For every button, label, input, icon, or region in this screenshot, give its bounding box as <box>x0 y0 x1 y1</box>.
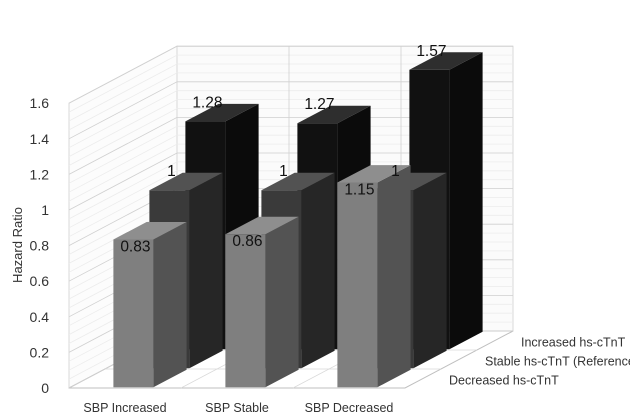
y-tick-label: 0.8 <box>30 238 50 254</box>
y-tick-label: 0.2 <box>30 344 50 360</box>
bar-side <box>189 172 223 369</box>
y-tick-label: 0 <box>41 380 49 396</box>
y-tick-label: 1.2 <box>30 166 50 182</box>
y-tick-label: 1 <box>41 202 49 218</box>
bar <box>113 222 187 388</box>
data-label: 1 <box>167 163 176 180</box>
data-label: 1.28 <box>192 94 222 111</box>
series-label: Decreased hs-cTnT <box>449 374 559 388</box>
chart-bars <box>113 52 483 388</box>
data-labels: 1.28 1.27 1.57 1 1 1 0.83 0.86 1.15 <box>120 43 446 256</box>
bar-side <box>449 52 483 350</box>
category-label: SBP Decreased <box>305 401 394 415</box>
bar-top <box>409 52 483 70</box>
data-label: 1 <box>391 163 400 180</box>
data-label: 1.27 <box>304 96 334 113</box>
series-depth-labels: Decreased hs-cTnT Stable hs-cTnT (Referen… <box>449 336 630 388</box>
series-label: Increased hs-cTnT <box>521 336 626 350</box>
bar-front <box>225 234 266 388</box>
bar-top <box>337 165 411 183</box>
bar-side <box>377 165 411 388</box>
bar-top <box>225 216 299 235</box>
bar-top <box>297 105 371 124</box>
data-label: 0.83 <box>120 239 150 256</box>
y-tick-label: 1.4 <box>30 131 50 147</box>
category-label: SBP Increased <box>83 401 166 415</box>
y-tick-label: 0.6 <box>30 273 50 289</box>
bar-front <box>337 182 378 388</box>
bar <box>337 165 411 388</box>
y-axis-ticks: 0 0.2 0.4 0.6 0.8 1 1.2 1.4 1.6 <box>30 95 50 396</box>
data-label: 1.15 <box>344 182 374 199</box>
data-label: 0.86 <box>232 233 262 250</box>
bar-top <box>185 103 259 122</box>
y-axis-label: Hazard Ratio <box>10 207 25 283</box>
bar-side <box>301 172 335 369</box>
bar-top <box>261 172 335 191</box>
bar-side <box>153 222 187 388</box>
bar-top <box>113 222 187 240</box>
category-labels: SBP Increased SBP Stable SBP Decreased <box>83 401 393 415</box>
category-label: SBP Stable <box>205 401 269 415</box>
bar-side <box>413 172 447 369</box>
data-label: 1.57 <box>416 43 446 60</box>
y-tick-label: 1.6 <box>30 95 50 111</box>
y-tick-label: 0.4 <box>30 309 50 325</box>
data-label: 1 <box>279 163 288 180</box>
bar-side <box>265 216 299 388</box>
bar-front <box>113 239 154 388</box>
series-label: Stable hs-cTnT (Reference) <box>485 355 630 369</box>
bar <box>225 216 299 388</box>
bar-top <box>149 172 223 191</box>
